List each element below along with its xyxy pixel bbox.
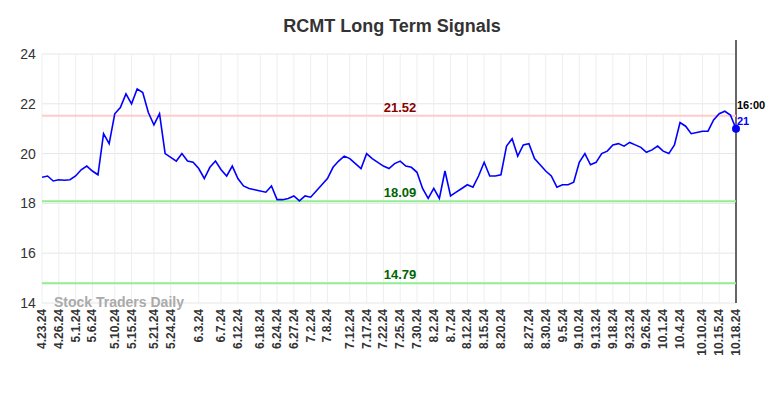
x-tick-label: 9.26.24 — [639, 309, 653, 349]
x-grid-line — [596, 54, 597, 303]
title: RCMT Long Term Signals — [283, 16, 501, 36]
x-tick-label: 10.10.24 — [695, 309, 709, 356]
y-grid-line — [42, 253, 736, 254]
x-tick-label: 6.27.24 — [287, 309, 301, 349]
x-grid-line — [349, 54, 350, 303]
x-tick-label: 4.26.24 — [52, 309, 66, 349]
x-tick-label: 7.30.24 — [410, 309, 424, 349]
reference-line — [42, 115, 736, 117]
x-tick-label: 5.24.24 — [164, 309, 178, 349]
x-grid-line — [75, 54, 76, 303]
x-grid-line — [277, 54, 278, 303]
x-grid-line — [198, 54, 199, 303]
x-grid-line — [579, 54, 580, 303]
x-tick-label: 10.15.24 — [712, 309, 726, 356]
x-grid-line — [467, 54, 468, 303]
x-tick-label: 5.6.24 — [85, 309, 99, 343]
x-tick-label: 5.15.24 — [125, 309, 139, 349]
x-tick-label: 6.12.24 — [231, 309, 245, 349]
x-tick-label: 4.23.24 — [35, 309, 49, 349]
x-tick-label: 7.2.24 — [304, 309, 318, 343]
x-tick-label: 8.7.24 — [444, 309, 458, 343]
reference-line — [42, 282, 736, 284]
x-tick-label: 9.5.24 — [556, 309, 570, 343]
x-tick-label: 5.1.24 — [69, 309, 83, 343]
x-tick-label: 7.25.24 — [393, 309, 407, 349]
x-tick-label: 6.3.24 — [192, 309, 206, 343]
x-grid-line — [383, 54, 384, 303]
x-tick-label: 9.23.24 — [623, 309, 637, 349]
watermark: Stock Traders Daily — [54, 294, 184, 310]
x-tick-label: 6.24.24 — [270, 309, 284, 349]
x-tick-label: 8.27.24 — [522, 309, 536, 349]
x-tick-label: 8.30.24 — [539, 309, 553, 349]
x-tick-label: 9.10.24 — [572, 309, 586, 349]
x-tick-label: 10.4.24 — [673, 309, 687, 349]
x-grid-line — [612, 54, 613, 303]
x-tick-label: 8.20.24 — [494, 309, 508, 349]
x-grid-line — [260, 54, 261, 303]
x-grid-line — [646, 54, 647, 303]
reference-line — [42, 200, 736, 202]
x-grid-line — [131, 54, 132, 303]
price-line — [42, 89, 736, 201]
end-time-label: 16:00 — [737, 99, 765, 111]
right-border — [735, 40, 737, 303]
x-tick-label: 7.17.24 — [360, 309, 374, 349]
x-tick-label: 7.12.24 — [343, 309, 357, 349]
y-grid-line — [42, 153, 736, 154]
x-grid-line — [114, 54, 115, 303]
x-tick-label: 9.18.24 — [606, 309, 620, 349]
x-grid-line — [450, 54, 451, 303]
reference-label: 21.52 — [384, 100, 417, 115]
x-grid-line — [416, 54, 417, 303]
x-tick-label: 5.10.24 — [108, 309, 122, 349]
x-grid-line — [528, 54, 529, 303]
x-grid-line — [58, 54, 59, 303]
x-tick-label: 10.18.24 — [729, 309, 743, 356]
x-tick-label: 7.22.24 — [376, 309, 390, 349]
y-tick-label: 18 — [20, 195, 36, 211]
x-grid-line — [702, 54, 703, 303]
y-tick-label: 14 — [20, 295, 36, 311]
x-grid-line — [366, 54, 367, 303]
x-tick-label: 8.12.24 — [460, 309, 474, 349]
x-tick-label: 7.8.24 — [320, 309, 334, 343]
x-grid-line — [484, 54, 485, 303]
reference-label: 18.09 — [384, 185, 417, 200]
x-grid-line — [433, 54, 434, 303]
x-tick-label: 6.7.24 — [214, 309, 228, 343]
x-grid-line — [545, 54, 546, 303]
y-tick-label: 16 — [20, 245, 36, 261]
x-grid-line — [500, 54, 501, 303]
chart: RCMT Long Term Signals 14 16 18 20 22 24 4.23.2… — [0, 0, 784, 398]
x-tick-label: 8.2.24 — [427, 309, 441, 343]
x-grid-line — [153, 54, 154, 303]
x-grid-line — [310, 54, 311, 303]
x-grid-line — [562, 54, 563, 303]
end-value-label: 21 — [737, 115, 749, 127]
x-grid-line — [629, 54, 630, 303]
x-grid-line — [221, 54, 222, 303]
x-grid-line — [42, 54, 43, 303]
x-grid-line — [400, 54, 401, 303]
x-grid-line — [680, 54, 681, 303]
x-tick-label: 5.21.24 — [147, 309, 161, 349]
x-grid-line — [719, 54, 720, 303]
x-grid-line — [293, 54, 294, 303]
plot-area — [42, 89, 736, 283]
x-grid-line — [170, 54, 171, 303]
y-grid-line — [42, 203, 736, 204]
reference-label: 14.79 — [384, 267, 417, 282]
y-tick-label: 22 — [20, 96, 36, 112]
x-tick-label: 10.1.24 — [656, 309, 670, 349]
y-tick-label: 20 — [20, 146, 36, 162]
x-tick-label: 8.15.24 — [477, 309, 491, 349]
x-grid-line — [663, 54, 664, 303]
x-tick-label: 9.13.24 — [589, 309, 603, 349]
y-grid-line — [42, 54, 736, 55]
x-grid-line — [92, 54, 93, 303]
y-tick-label: 24 — [20, 46, 36, 62]
x-tick-label: 6.18.24 — [253, 309, 267, 349]
